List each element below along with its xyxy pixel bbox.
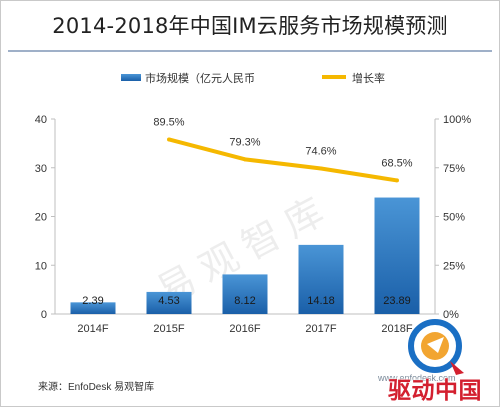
growth-line-layer [167, 137, 399, 183]
growth-value-label: 79.3% [229, 136, 260, 148]
x-tick-label: 2016F [229, 323, 260, 335]
source-note: 来源：EnfoDesk 易观智库 [38, 382, 155, 393]
q-logo-icon [408, 319, 464, 375]
y-left-tick-label: 40 [35, 114, 47, 126]
legend-swatch-bar [121, 74, 141, 81]
site-url: www.enfodesk.com [378, 373, 456, 383]
bar [374, 197, 420, 314]
y-left-tick-label: 0 [41, 309, 47, 321]
bar [222, 274, 268, 314]
growth-point [243, 157, 247, 162]
bar-value-label: 2.39 [82, 295, 103, 307]
y-left-tick-label: 10 [35, 260, 47, 272]
x-tick-label: 2015F [153, 323, 184, 335]
bar-value-label: 8.12 [234, 295, 255, 307]
growth-point [319, 166, 323, 171]
y-right-tick-label: 25% [443, 260, 465, 272]
y-left-tick-label: 20 [35, 212, 47, 224]
bar-value-label: 23.89 [383, 295, 411, 307]
y-right-tick-label: 100% [443, 114, 471, 126]
x-tick-label: 2014F [77, 323, 108, 335]
bar [146, 291, 192, 314]
y-right-tick-label: 0% [443, 309, 459, 321]
y-right-tick-label: 50% [443, 212, 465, 224]
axes: 0 10 20 30 40 0% 25% 50% 75% 100% 2014F 2015F 2016F 2… [35, 114, 472, 335]
bar [298, 244, 344, 314]
growth-value-label: 74.6% [305, 146, 336, 158]
x-tick-label: 2018F [381, 323, 412, 335]
legend-label-bar: 市场规模（亿元人民币 [145, 71, 255, 85]
title-divider [8, 50, 492, 52]
bar-value-label: 14.18 [307, 295, 335, 307]
bar [70, 302, 116, 314]
y-left-tick-label: 30 [35, 163, 47, 175]
bar-value-label: 4.53 [158, 295, 179, 307]
growth-line [168, 137, 398, 183]
y-right-tick-label: 75% [443, 163, 465, 175]
growth-point [167, 137, 171, 142]
legend: 市场规模（亿元人民币 增长率 [121, 71, 385, 85]
x-tick-label: 2017F [305, 323, 336, 335]
bars [70, 197, 420, 314]
growth-value-label: 68.5% [381, 157, 412, 169]
chart-title: 2014-2018年中国IM云服务市场规模预测 [52, 14, 448, 38]
legend-label-line: 增长率 [352, 71, 385, 85]
site-badge-text: 驱动中国 [388, 378, 482, 404]
data-labels: 2.39 4.53 8.12 14.18 23.89 89.5% 79.3% 74.6% 68.… [82, 116, 413, 307]
growth-value-label: 89.5% [153, 116, 184, 128]
site-badge: www.enfodesk.com 驱动中国 [372, 313, 498, 405]
growth-point [395, 178, 399, 183]
